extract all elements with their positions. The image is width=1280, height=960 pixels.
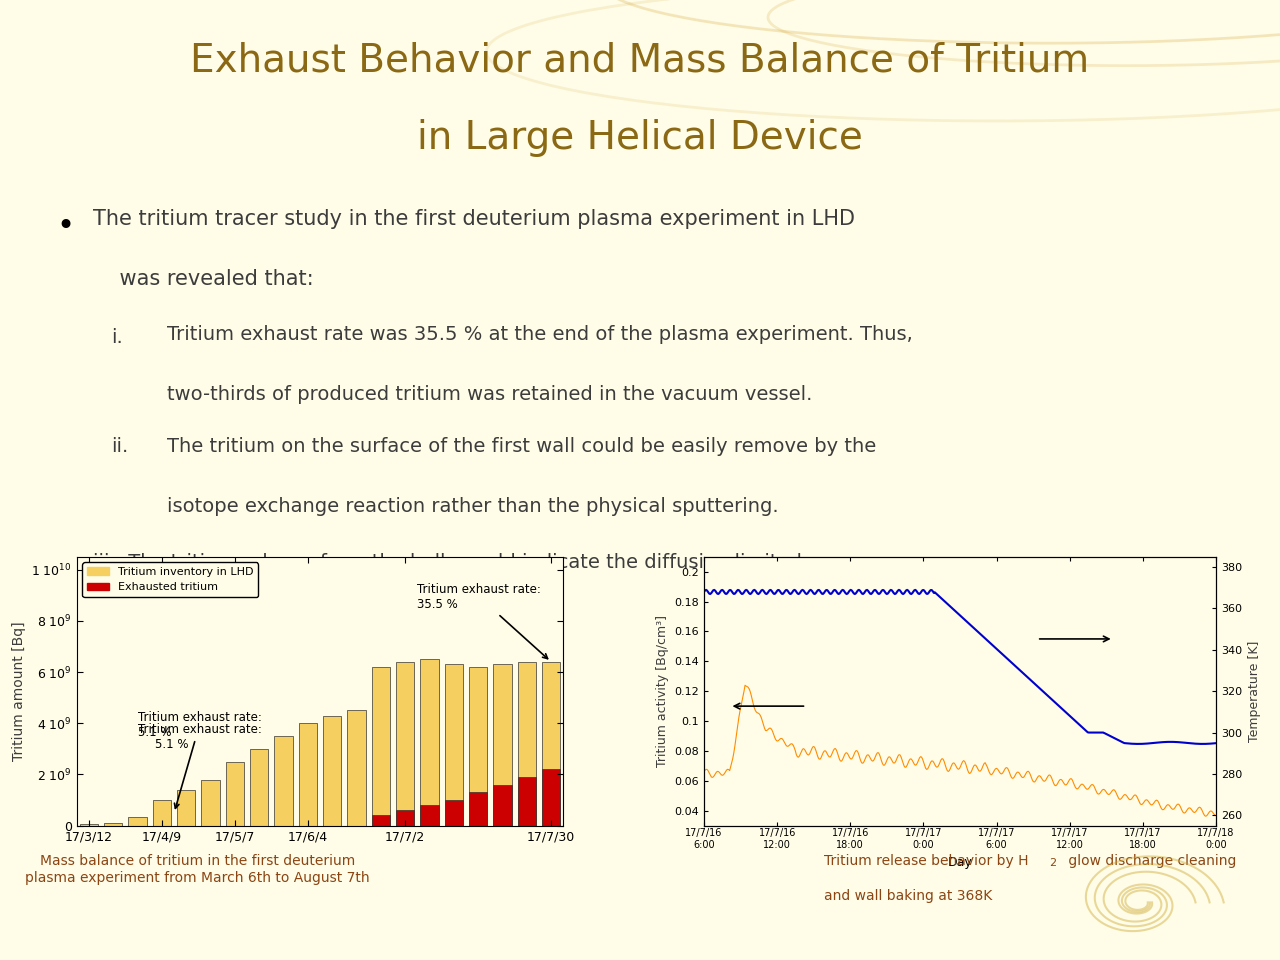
Text: •: • [56, 212, 74, 241]
Bar [541, 661, 561, 826]
Text: The tritium tracer study in the first deuterium plasma experiment in LHD: The tritium tracer study in the first de… [93, 208, 855, 228]
Legend: Tritium inventory in LHD, Exhausted tritium: Tritium inventory in LHD, Exhausted trit… [82, 563, 257, 597]
Text: 2: 2 [1050, 858, 1056, 868]
Bar [250, 749, 269, 826]
Bar [201, 780, 220, 826]
Bar [444, 800, 463, 826]
Bar [104, 823, 123, 826]
Bar [177, 790, 196, 826]
Text: was revealed that:: was revealed that: [93, 269, 314, 289]
Text: two-thirds of produced tritium was retained in the vacuum vessel.: two-thirds of produced tritium was retai… [166, 385, 813, 403]
Text: i.: i. [111, 328, 123, 348]
Bar [347, 710, 366, 826]
Bar [420, 805, 439, 826]
Bar [371, 667, 390, 826]
Bar [517, 777, 536, 826]
Text: and wall baking at 368K: and wall baking at 368K [824, 889, 992, 903]
Text: Mass balance of tritium in the first deuterium
plasma experiment from March 6th : Mass balance of tritium in the first deu… [26, 854, 370, 884]
Bar [323, 715, 342, 826]
Bar [444, 664, 463, 826]
Bar [396, 661, 415, 826]
Bar [420, 660, 439, 826]
Text: Tritium exhaust rate:
35.5 %: Tritium exhaust rate: 35.5 % [417, 583, 548, 659]
Text: in Large Helical Device: in Large Helical Device [417, 119, 863, 157]
Text: Tritium exhaust rate:
5.1 %: Tritium exhaust rate: 5.1 % [138, 711, 261, 808]
Bar [225, 761, 244, 826]
Y-axis label: Tritium amount [Bq]: Tritium amount [Bq] [12, 621, 26, 761]
Bar [493, 784, 512, 826]
Text: Exhaust Behavior and Mass Balance of Tritium: Exhaust Behavior and Mass Balance of Tri… [191, 41, 1089, 80]
Bar [468, 667, 488, 826]
Bar [493, 664, 512, 826]
Bar [517, 661, 536, 826]
Bar [371, 815, 390, 826]
Text: iii.  The tritium release from the bulk would indicate the diffusion limited pro: iii. The tritium release from the bulk w… [93, 553, 890, 572]
Text: ii.: ii. [111, 437, 129, 456]
Text: The tritium on the surface of the first wall could be easily remove by the: The tritium on the surface of the first … [166, 437, 877, 456]
Text: Tritium exhaust rate:: Tritium exhaust rate: [138, 723, 261, 736]
Bar [152, 800, 172, 826]
Text: isotope exchange reaction rather than the physical sputtering.: isotope exchange reaction rather than th… [166, 497, 778, 516]
Bar [128, 817, 147, 826]
Bar [468, 792, 488, 826]
X-axis label: Day: Day [947, 855, 973, 869]
Bar [79, 825, 99, 826]
Bar [298, 723, 317, 826]
Text: glow discharge cleaning: glow discharge cleaning [1064, 854, 1236, 869]
Bar [541, 769, 561, 826]
Text: 5.1 %: 5.1 % [155, 738, 188, 752]
Bar [274, 736, 293, 826]
Text: Tritium release behavior by H: Tritium release behavior by H [824, 854, 1029, 869]
Y-axis label: Tritium activity [Bq/cm³]: Tritium activity [Bq/cm³] [655, 615, 669, 767]
Bar [396, 810, 415, 826]
Text: Tritium exhaust rate was 35.5 % at the end of the plasma experiment. Thus,: Tritium exhaust rate was 35.5 % at the e… [166, 324, 913, 344]
Y-axis label: Temperature [K]: Temperature [K] [1248, 640, 1261, 742]
